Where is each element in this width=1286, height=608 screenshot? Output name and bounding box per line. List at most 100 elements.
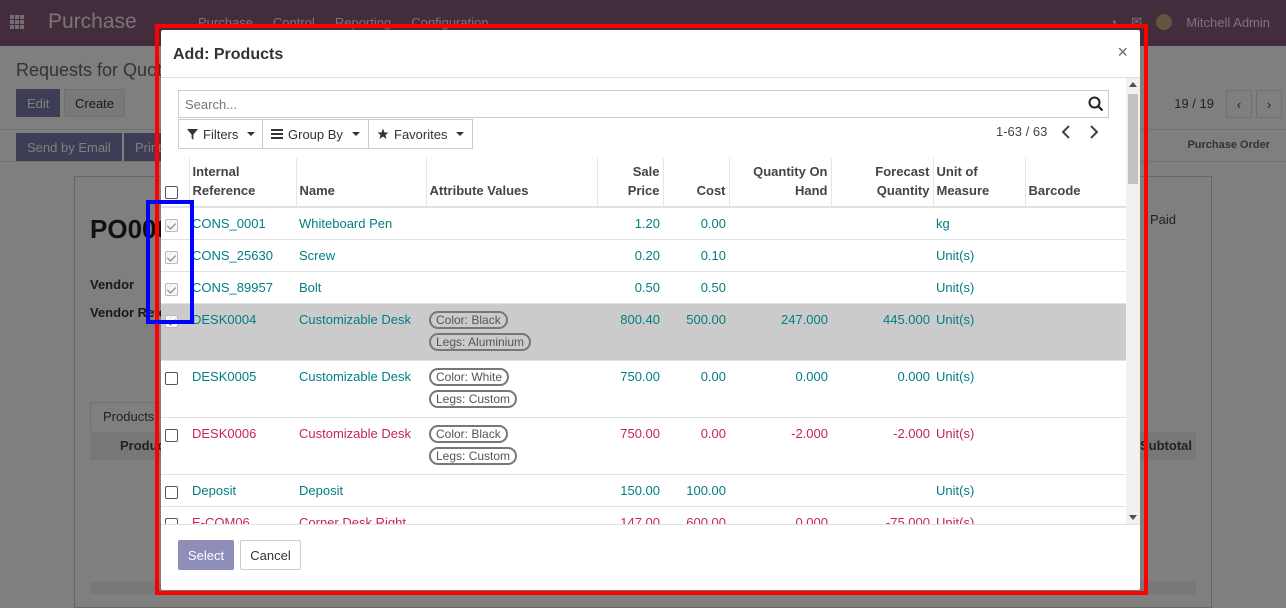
star-icon xyxy=(377,128,389,139)
table-row[interactable]: DESK0006 Customizable Desk Color: Black Leg… xyxy=(161,417,1126,475)
close-icon[interactable]: × xyxy=(1117,42,1128,62)
cell-unit-of-measure: Unit(s) xyxy=(933,417,1025,475)
cell-quantity-on-hand: 0.000 xyxy=(729,360,831,418)
select-all-cell xyxy=(161,158,190,208)
table-row[interactable]: CONS_25630 Screw 0.20 0.10 Unit(s) xyxy=(161,239,1126,272)
cell-attribute-values xyxy=(426,239,597,272)
col-sale-price[interactable]: Sale Price xyxy=(597,158,664,208)
cell-name: Bolt xyxy=(296,271,426,304)
table-body: CONS_0001 Whiteboard Pen 1.20 0.00 kg CONS_25… xyxy=(161,206,1126,524)
cell-attribute-values xyxy=(426,271,597,304)
filters-button[interactable]: Filters xyxy=(178,119,265,149)
row-checkbox[interactable] xyxy=(165,250,178,264)
cell-name: Whiteboard Pen xyxy=(296,206,426,240)
col-name[interactable]: Name xyxy=(296,158,427,208)
cell-unit-of-measure: Unit(s) xyxy=(933,303,1025,361)
col-unit-of-measure[interactable]: Unit of Measure xyxy=(933,158,1026,208)
cell-attribute-values xyxy=(426,506,597,524)
cancel-button[interactable]: Cancel xyxy=(240,540,301,570)
scroll-down-icon[interactable] xyxy=(1129,515,1137,520)
pager-prev-icon[interactable] xyxy=(1060,125,1072,139)
cell-internal-reference: CONS_25630 xyxy=(189,239,296,272)
groupby-label: Group By xyxy=(288,126,343,142)
pager-next-icon[interactable] xyxy=(1088,125,1100,139)
row-checkbox[interactable] xyxy=(165,314,178,328)
cell-unit-of-measure: kg xyxy=(933,206,1025,240)
row-select-cell xyxy=(161,417,189,475)
cell-forecast-quantity xyxy=(831,239,933,272)
add-products-dialog: Add: Products × Filters Group By Favorit… xyxy=(161,30,1140,590)
cell-internal-reference: Deposit xyxy=(189,474,296,507)
cell-name: Customizable Desk xyxy=(296,303,426,361)
row-select-cell xyxy=(161,271,189,304)
cell-internal-reference: CONS_89957 xyxy=(189,271,296,304)
attribute-badge: Legs: Custom xyxy=(429,447,518,465)
cell-sale-price: 0.20 xyxy=(597,239,663,272)
table-row[interactable]: CONS_89957 Bolt 0.50 0.50 Unit(s) xyxy=(161,271,1126,304)
cell-internal-reference: CONS_0001 xyxy=(189,206,296,240)
cell-forecast-quantity xyxy=(831,271,933,304)
cell-quantity-on-hand: 247.000 xyxy=(729,303,831,361)
table-row[interactable]: CONS_0001 Whiteboard Pen 1.20 0.00 kg xyxy=(161,206,1126,240)
products-list: Internal Reference Name Attribute Values … xyxy=(161,158,1126,524)
col-barcode[interactable]: Barcode xyxy=(1025,158,1126,208)
cell-name: Deposit xyxy=(296,474,426,507)
col-attribute-values[interactable]: Attribute Values xyxy=(426,158,598,208)
cell-sale-price: 147.00 xyxy=(597,506,663,524)
products-table: Internal Reference Name Attribute Values … xyxy=(161,158,1126,524)
cell-quantity-on-hand xyxy=(729,239,831,272)
row-checkbox[interactable] xyxy=(165,517,178,524)
cell-quantity-on-hand xyxy=(729,474,831,507)
row-select-cell xyxy=(161,239,189,272)
col-forecast-quantity[interactable]: Forecast Quantity xyxy=(831,158,934,208)
cell-unit-of-measure: Unit(s) xyxy=(933,360,1025,418)
row-checkbox[interactable] xyxy=(165,218,178,232)
select-all-checkbox[interactable] xyxy=(165,185,178,199)
row-checkbox[interactable] xyxy=(165,371,178,385)
scroll-up-icon[interactable] xyxy=(1129,82,1137,87)
cell-barcode xyxy=(1025,303,1126,361)
favorites-label: Favorites xyxy=(394,126,448,142)
cell-attribute-values: Color: Black Legs: Aluminium xyxy=(426,303,597,361)
row-checkbox[interactable] xyxy=(165,428,178,442)
cell-unit-of-measure: Unit(s) xyxy=(933,239,1025,272)
row-select-cell xyxy=(161,506,189,524)
vertical-scrollbar[interactable] xyxy=(1126,78,1140,524)
col-cost[interactable]: Cost xyxy=(663,158,730,208)
col-quantity-on-hand[interactable]: Quantity On Hand xyxy=(729,158,832,208)
cell-name: Corner Desk Right Sit xyxy=(296,506,426,524)
dialog-footer: Select Cancel xyxy=(161,524,1140,590)
cell-cost: 0.10 xyxy=(663,239,729,272)
col-internal-reference[interactable]: Internal Reference xyxy=(189,158,297,208)
scrollbar-thumb[interactable] xyxy=(1128,94,1138,184)
attribute-badge: Legs: Aluminium xyxy=(429,333,532,351)
caret-down-icon xyxy=(351,132,360,136)
row-checkbox[interactable] xyxy=(165,485,178,499)
search-icon[interactable] xyxy=(1088,96,1104,112)
cell-barcode xyxy=(1025,206,1126,240)
cell-attribute-values xyxy=(426,474,597,507)
filter-icon xyxy=(187,128,198,140)
table-row[interactable]: DESK0004 Customizable Desk Color: Black Leg… xyxy=(161,303,1126,361)
caret-down-icon xyxy=(456,132,465,136)
select-button[interactable]: Select xyxy=(178,540,234,570)
cell-barcode xyxy=(1025,417,1126,475)
cell-barcode xyxy=(1025,360,1126,418)
row-checkbox[interactable] xyxy=(165,282,178,296)
cell-unit-of-measure: Unit(s) xyxy=(933,474,1025,507)
dialog-title: Add: Products xyxy=(173,46,284,63)
cell-attribute-values: Color: White Legs: Custom xyxy=(426,360,597,418)
table-row[interactable]: Deposit Deposit 150.00 100.00 Unit(s) xyxy=(161,474,1126,507)
table-row[interactable]: DESK0005 Customizable Desk Color: White Leg… xyxy=(161,360,1126,418)
cell-quantity-on-hand xyxy=(729,271,831,304)
cell-attribute-values xyxy=(426,206,597,240)
cell-forecast-quantity xyxy=(831,206,933,240)
favorites-button[interactable]: Favorites xyxy=(368,119,474,149)
cell-forecast-quantity xyxy=(831,474,933,507)
dialog-pager-value[interactable]: 1-63 / 63 xyxy=(996,124,1048,139)
cell-internal-reference: DESK0006 xyxy=(189,417,296,475)
cell-forecast-quantity: -2.000 xyxy=(831,417,933,475)
search-input[interactable] xyxy=(179,91,1079,117)
groupby-button[interactable]: Group By xyxy=(262,119,369,149)
